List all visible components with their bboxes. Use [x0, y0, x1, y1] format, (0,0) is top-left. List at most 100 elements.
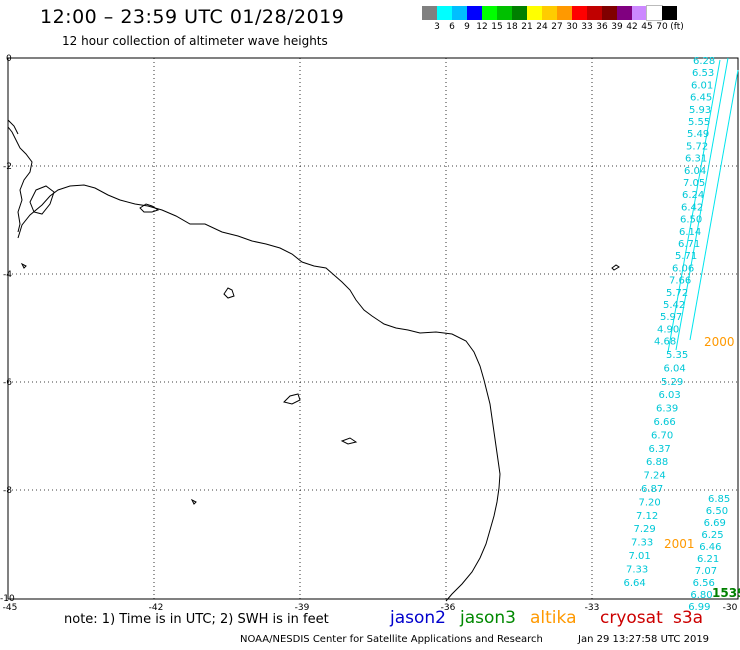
wave-height-value: 6.66: [654, 417, 676, 428]
wave-height-value: 6.28: [693, 56, 715, 67]
legend-label: 45: [641, 22, 653, 32]
lat-tick-label: -8: [3, 486, 12, 496]
wave-height-value: 6.39: [656, 404, 678, 415]
wave-height-value: 6.46: [699, 542, 721, 553]
legend-swatch: [617, 6, 632, 20]
lon-tick-label: -30: [723, 603, 738, 613]
legend-swatch: [422, 6, 437, 20]
wave-height-value: 6.42: [681, 202, 703, 213]
wave-height-value: 6.21: [697, 554, 719, 565]
wave-height-value: 2001: [664, 537, 695, 551]
legend-swatch: [482, 6, 497, 20]
wave-height-value: 6.03: [659, 390, 681, 401]
wave-height-value: 6.04: [664, 363, 686, 374]
legend-label: 12: [476, 22, 488, 32]
wave-height-value: 6.37: [649, 444, 671, 455]
wave-height-labels: 6.286.536.016.455.935.555.495.726.316.04…: [624, 56, 740, 613]
wave-height-legend: 3 6 9 12 15 18 21 24 27 30 33 36 39 42 45 70 (ft): [422, 5, 684, 34]
legend-swatch: [662, 6, 677, 20]
credit-text: NOAA/NESDIS Center for Satellite Applica…: [240, 634, 543, 645]
small-island-west: [20, 262, 27, 269]
wave-height-value: 2000: [704, 335, 735, 349]
lon-tick-label: -33: [585, 603, 600, 613]
legend-swatch: [512, 6, 527, 20]
legend-label: 27: [551, 22, 563, 32]
wave-height-value: 7.66: [669, 276, 691, 287]
wave-height-value: 7.24: [644, 471, 666, 482]
wave-height-value: 5.97: [660, 312, 682, 323]
legend-label: 6: [449, 22, 455, 32]
satellite-label-jason2: jason2: [390, 608, 446, 628]
wave-height-value: 4.90: [657, 324, 679, 335]
marajo-island: [29, 185, 55, 215]
legend-label: 3: [434, 22, 440, 32]
legend-label: 24: [536, 22, 548, 32]
lat-tick-label: -10: [0, 594, 15, 604]
track-line-3: [667, 59, 721, 353]
legend-label: 15: [491, 22, 503, 32]
satellite-label-altika: altika: [530, 608, 577, 628]
amazon-delta-coast: [7, 126, 33, 233]
legend-labels: 3 6 9 12 15 18 21 24 27 30 33 36 39 42 45 70 (ft): [422, 20, 684, 34]
legend-label: 21: [521, 22, 533, 32]
graticule: [8, 58, 738, 599]
wave-height-value: 6.70: [651, 430, 673, 441]
wave-height-value: 6.56: [693, 578, 715, 589]
generated-timestamp: Jan 29 13:27:58 UTC 2019: [578, 634, 710, 645]
legend-swatch: [632, 6, 647, 20]
track-line-1: [675, 57, 729, 351]
wave-height-value: 7.05: [683, 178, 705, 189]
map-title: 12:00 – 23:59 UTC 01/28/2019: [40, 6, 345, 28]
legend-swatch: [602, 6, 617, 20]
wave-height-value: 6.45: [690, 93, 712, 104]
small-island-east: [611, 264, 620, 271]
satellite-label-jason3: jason3: [460, 608, 516, 628]
wave-height-value: 6.87: [641, 484, 663, 495]
lon-tick-label: -42: [149, 603, 164, 613]
wave-height-value: 5.42: [663, 300, 685, 311]
coastal-island-east: [139, 203, 160, 213]
wave-height-value: 6.71: [678, 239, 700, 250]
legend-label: 18: [506, 22, 518, 32]
wave-height-value: 5.29: [661, 377, 683, 388]
wave-height-value: 6.24: [682, 190, 704, 201]
footer-bar: NOAA/NESDIS Center for Satellite Applica…: [240, 634, 709, 645]
legend-swatch: [437, 6, 452, 20]
wave-height-value: 6.64: [624, 578, 646, 589]
legend-label: 33: [581, 22, 593, 32]
wave-height-value: 6.01: [691, 80, 713, 91]
wave-height-value: 7.33: [631, 538, 653, 549]
cape-orange-shoreline: [7, 119, 19, 135]
legend-swatch: [527, 6, 542, 20]
legend-swatch: [467, 6, 482, 20]
lon-tick-label: -36: [441, 603, 456, 613]
wave-height-value: 5.35: [666, 350, 688, 361]
green-track-labels: 1539: [712, 586, 740, 600]
satellite-label-s3a: s3a: [673, 608, 704, 628]
wave-height-value: 6.31: [685, 154, 707, 165]
legend-swatch: [452, 6, 467, 20]
wave-height-value: 6.80: [690, 590, 712, 601]
wave-height-value: 6.50: [706, 506, 728, 517]
latitude-ticks: 0 -2 -4 -6 -8 -10: [0, 54, 15, 604]
satellite-track-lines: [667, 57, 739, 353]
legend-swatch: [572, 6, 587, 20]
wave-height-value: 7.01: [629, 551, 651, 562]
legend-label: 42: [626, 22, 638, 32]
wave-height-value: 5.72: [686, 141, 708, 152]
lat-tick-label: 0: [6, 54, 12, 64]
wave-height-value: 7.12: [636, 511, 658, 522]
rocas-atoll: [223, 287, 235, 299]
wave-height-value: 1539: [712, 586, 740, 600]
map-subtitle: 12 hour collection of altimeter wave hei…: [62, 34, 328, 48]
legend-swatch: [557, 6, 572, 20]
orange-track-labels: 2000 2001: [664, 335, 735, 551]
legend-label: 39: [611, 22, 623, 32]
wave-height-value: 6.99: [688, 602, 710, 613]
lon-tick-label: -45: [3, 603, 18, 613]
cyan-track-labels: 6.286.536.016.455.935.555.495.726.316.04…: [624, 56, 731, 613]
legend-label: 70: [656, 22, 668, 32]
longitude-ticks: -45 -42 -39 -36 -33 -30: [3, 603, 738, 613]
legend-label: 9: [464, 22, 470, 32]
wave-height-value: 6.53: [692, 68, 714, 79]
